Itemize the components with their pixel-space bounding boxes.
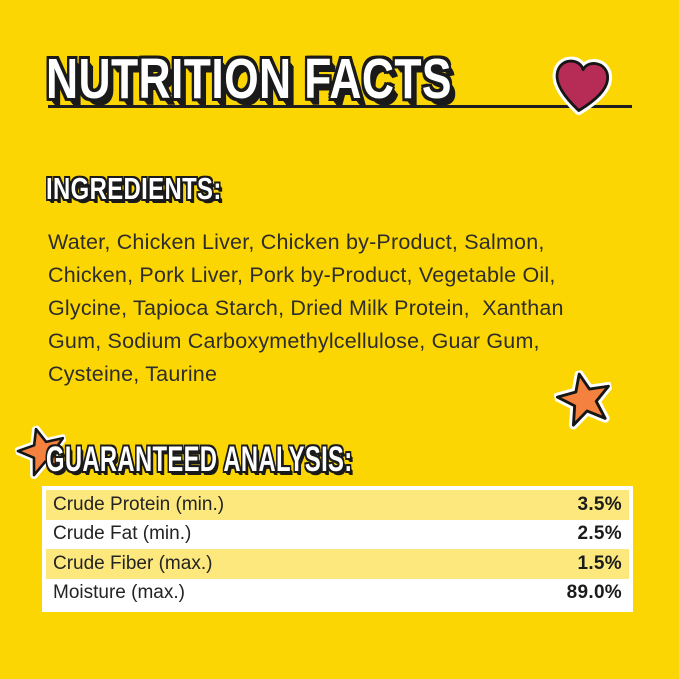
table-row: Crude Fiber (max.) 1.5%	[46, 549, 629, 579]
heart-icon	[547, 54, 615, 125]
row-value: 3.5%	[577, 493, 622, 515]
table-row: Crude Protein (min.) 3.5%	[46, 490, 629, 520]
row-value: 2.5%	[577, 523, 622, 545]
row-value: 1.5%	[577, 552, 622, 574]
guaranteed-analysis-heading: GUARANTEED ANALYSIS:	[46, 440, 353, 479]
ingredients-heading: INGREDIENTS:	[46, 171, 222, 206]
table-row: Moisture (max.) 89.0%	[46, 579, 629, 609]
row-label: Crude Fiber (max.)	[53, 552, 213, 574]
row-value: 89.0%	[566, 582, 622, 604]
table-row: Crude Fat (min.) 2.5%	[46, 520, 629, 550]
title-underline	[48, 105, 632, 108]
row-label: Moisture (max.)	[53, 582, 185, 604]
row-label: Crude Fat (min.)	[53, 523, 192, 545]
ingredients-list: Water, Chicken Liver, Chicken by-Product…	[48, 230, 570, 386]
guaranteed-analysis-table: Crude Protein (min.) 3.5% Crude Fat (min…	[42, 486, 633, 612]
page-title: NUTRITION FACTS	[46, 47, 452, 111]
row-label: Crude Protein (min.)	[53, 493, 225, 515]
